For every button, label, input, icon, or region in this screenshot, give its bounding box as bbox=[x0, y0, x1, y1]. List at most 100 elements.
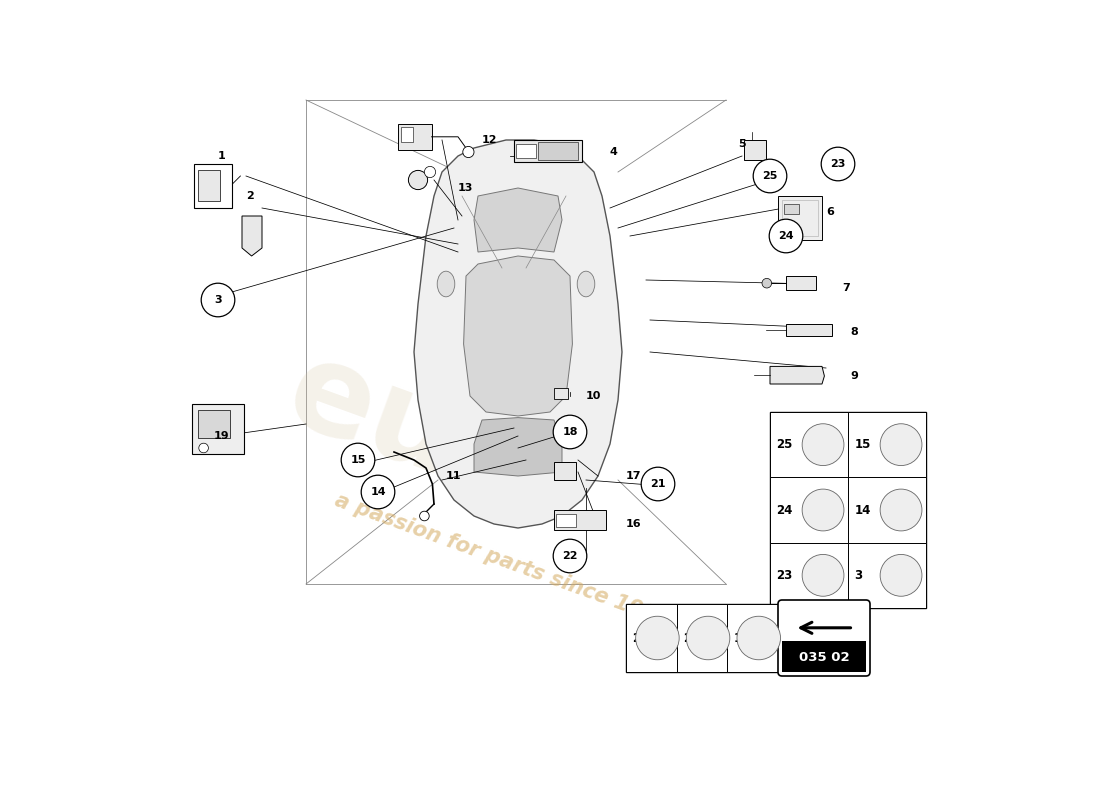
Text: 6: 6 bbox=[826, 207, 834, 217]
Text: 21: 21 bbox=[683, 631, 700, 645]
Circle shape bbox=[361, 475, 395, 509]
Polygon shape bbox=[474, 418, 562, 476]
Circle shape bbox=[880, 489, 922, 531]
Text: 3: 3 bbox=[855, 569, 862, 582]
Circle shape bbox=[802, 554, 844, 596]
Text: 24: 24 bbox=[777, 503, 793, 517]
Text: 22: 22 bbox=[632, 631, 649, 645]
Circle shape bbox=[880, 424, 922, 466]
Text: 25: 25 bbox=[762, 171, 778, 181]
Bar bbox=[556, 514, 575, 527]
Text: 17: 17 bbox=[626, 471, 641, 481]
Text: 035 02: 035 02 bbox=[799, 650, 849, 663]
Bar bbox=[848, 478, 926, 542]
Circle shape bbox=[769, 219, 803, 253]
FancyBboxPatch shape bbox=[778, 600, 870, 676]
Text: 15: 15 bbox=[855, 438, 871, 451]
Polygon shape bbox=[414, 140, 622, 528]
Bar bbox=[194, 164, 232, 208]
Circle shape bbox=[419, 511, 429, 521]
Text: 21: 21 bbox=[650, 479, 666, 489]
Circle shape bbox=[754, 159, 786, 193]
Bar bbox=[554, 510, 606, 530]
Text: 10: 10 bbox=[586, 391, 602, 401]
Bar bbox=[198, 410, 230, 438]
Ellipse shape bbox=[578, 271, 595, 297]
Polygon shape bbox=[474, 188, 562, 252]
Bar bbox=[626, 604, 676, 672]
Text: 13: 13 bbox=[458, 183, 473, 193]
Bar bbox=[848, 412, 926, 478]
Circle shape bbox=[553, 539, 586, 573]
Text: 16: 16 bbox=[626, 519, 641, 529]
Circle shape bbox=[636, 616, 679, 660]
Circle shape bbox=[408, 170, 428, 190]
Text: 22: 22 bbox=[562, 551, 578, 561]
Text: 12: 12 bbox=[482, 135, 497, 145]
Bar bbox=[191, 404, 243, 454]
Bar bbox=[784, 204, 799, 214]
Bar bbox=[516, 144, 537, 158]
Text: 23: 23 bbox=[777, 569, 793, 582]
Bar bbox=[538, 142, 578, 160]
Circle shape bbox=[686, 616, 729, 660]
Bar bbox=[770, 412, 848, 478]
Bar bbox=[727, 604, 778, 672]
Bar bbox=[770, 412, 926, 608]
Circle shape bbox=[762, 278, 771, 288]
Text: 14: 14 bbox=[371, 487, 386, 497]
Circle shape bbox=[737, 616, 781, 660]
Circle shape bbox=[463, 146, 474, 158]
Text: 5: 5 bbox=[738, 139, 746, 149]
Circle shape bbox=[425, 166, 436, 178]
Bar bbox=[626, 604, 778, 672]
Bar bbox=[198, 170, 220, 201]
Text: 15: 15 bbox=[350, 455, 365, 465]
Text: 11: 11 bbox=[446, 471, 462, 481]
Circle shape bbox=[802, 424, 844, 466]
Text: 2: 2 bbox=[246, 191, 254, 201]
Bar bbox=[782, 642, 866, 672]
Circle shape bbox=[802, 489, 844, 531]
Text: 23: 23 bbox=[830, 159, 846, 169]
Bar bbox=[402, 127, 414, 142]
Polygon shape bbox=[242, 216, 262, 256]
Text: 18: 18 bbox=[734, 631, 750, 645]
Text: 9: 9 bbox=[850, 371, 858, 381]
Bar bbox=[676, 604, 727, 672]
Bar bbox=[514, 140, 582, 162]
Text: 4: 4 bbox=[610, 147, 618, 157]
Polygon shape bbox=[770, 366, 824, 384]
Bar bbox=[782, 200, 818, 236]
Bar bbox=[786, 276, 816, 290]
Text: 7: 7 bbox=[842, 283, 849, 293]
Bar bbox=[744, 140, 766, 160]
Polygon shape bbox=[463, 256, 572, 416]
Bar bbox=[398, 124, 431, 150]
Bar bbox=[848, 542, 926, 608]
Circle shape bbox=[880, 554, 922, 596]
Circle shape bbox=[641, 467, 674, 501]
Text: eu: eu bbox=[272, 330, 476, 502]
Text: 19: 19 bbox=[214, 431, 230, 441]
Bar bbox=[554, 462, 576, 480]
Circle shape bbox=[553, 415, 586, 449]
Circle shape bbox=[341, 443, 375, 477]
Ellipse shape bbox=[437, 271, 454, 297]
Bar bbox=[770, 542, 848, 608]
Text: 8: 8 bbox=[850, 327, 858, 337]
Text: 14: 14 bbox=[855, 503, 871, 517]
Circle shape bbox=[201, 283, 234, 317]
Polygon shape bbox=[778, 196, 822, 240]
Text: 1: 1 bbox=[218, 151, 226, 161]
Circle shape bbox=[822, 147, 855, 181]
Bar bbox=[554, 388, 569, 399]
Text: a passion for parts since 1985: a passion for parts since 1985 bbox=[332, 490, 672, 630]
Bar bbox=[786, 324, 833, 336]
Text: 25: 25 bbox=[777, 438, 793, 451]
Circle shape bbox=[199, 443, 208, 453]
Text: 24: 24 bbox=[778, 231, 794, 241]
Text: 18: 18 bbox=[562, 427, 578, 437]
Text: 3: 3 bbox=[214, 295, 222, 305]
Bar bbox=[770, 478, 848, 542]
